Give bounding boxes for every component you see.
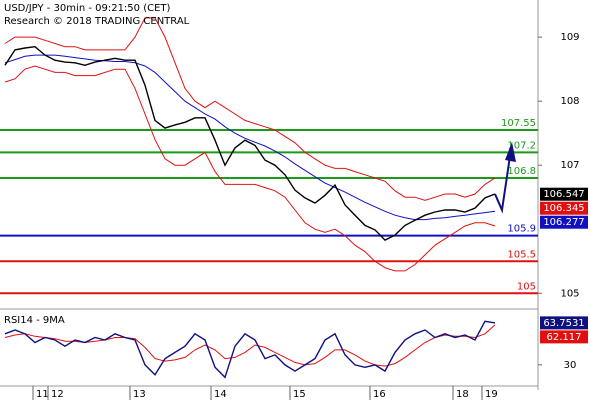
last-value-label: 63.7531 [543, 318, 584, 329]
level-label: 105.9 [507, 224, 536, 235]
last-value-box [540, 215, 588, 229]
x-tick-label: 12 [51, 389, 64, 400]
last-value-box [540, 201, 588, 215]
series-line [4, 54, 496, 221]
x-tick-label: 18 [456, 389, 469, 400]
y-tick-label: 108 [560, 96, 579, 107]
last-value-box [540, 316, 588, 330]
x-tick-label: 14 [214, 389, 227, 400]
level-label: 107.2 [507, 140, 536, 151]
chart-subtitle: Research © 2018 TRADING CENTRAL [4, 16, 190, 27]
series-line [4, 45, 496, 241]
level-label: 106.8 [507, 166, 536, 177]
level-label: 105 [517, 281, 536, 292]
last-value-label: 106.345 [543, 203, 584, 214]
last-value-box [540, 187, 588, 201]
last-value-box [540, 330, 588, 344]
last-value-label: 106.277 [543, 217, 584, 228]
y-tick-label: 30 [564, 360, 577, 371]
series-line [4, 17, 496, 201]
series-line [4, 65, 496, 272]
level-label: 107.55 [501, 118, 536, 129]
chart-title: RSI14 - 9MA [4, 315, 65, 326]
x-tick-label: 15 [293, 389, 306, 400]
last-value-label: 106.547 [543, 189, 584, 200]
y-tick-label: 107 [560, 160, 579, 171]
chart-title: USD/JPY - 30min - 09:21:50 (CET) [4, 3, 171, 14]
forecast-arrow [494, 155, 511, 214]
y-tick-label: 109 [560, 32, 579, 43]
level-label: 105.5 [507, 249, 536, 260]
x-tick-label: 19 [485, 389, 498, 400]
y-tick-label: 105 [560, 288, 579, 299]
forecast-arrowhead [505, 142, 516, 163]
x-tick-label: 11 [36, 389, 49, 400]
series-line [4, 320, 496, 379]
last-value-label: 62.117 [547, 332, 582, 343]
x-tick-label: 13 [133, 389, 146, 400]
x-tick-label: 16 [373, 389, 386, 400]
